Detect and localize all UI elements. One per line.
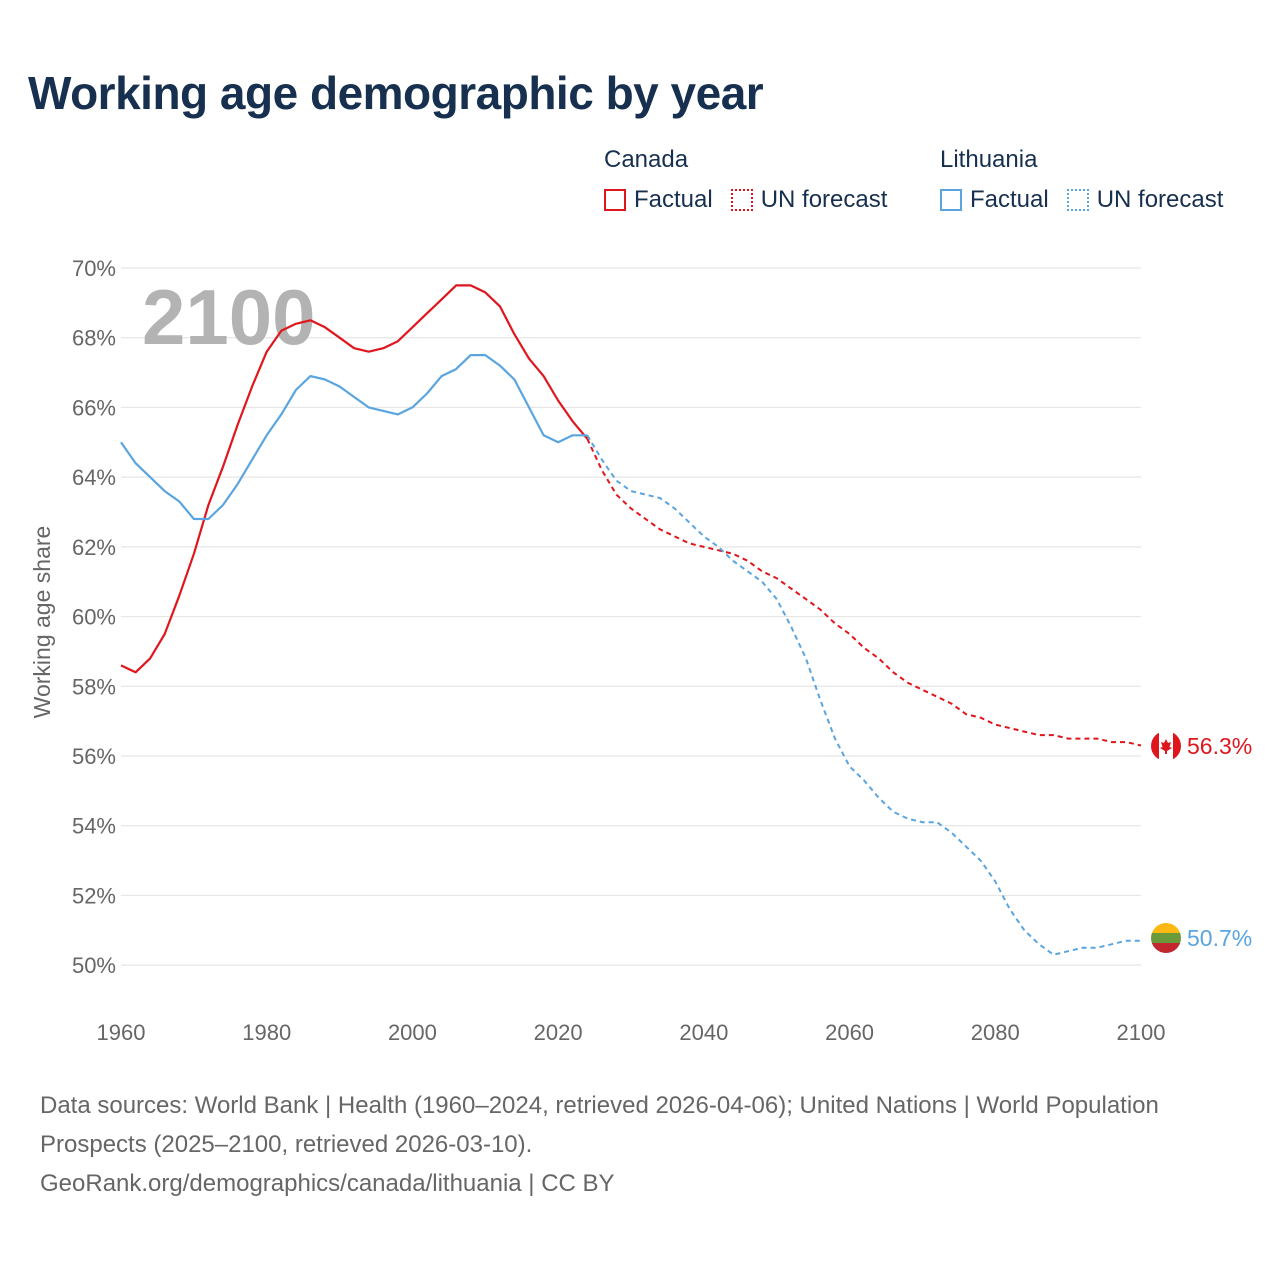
legend-item-canada-factual[interactable]: Factual: [604, 186, 713, 214]
y-tick-label: 62%: [72, 535, 116, 560]
y-tick-label: 66%: [72, 395, 116, 420]
legend-label: Factual: [634, 186, 713, 213]
legend-group-name: Canada: [604, 146, 689, 173]
legend-label: UN forecast: [760, 186, 888, 213]
legend-item-lithuania-factual[interactable]: Factual: [940, 186, 1049, 214]
line-chart: 50% 52% 54% 56% 58% 60% 62% 64% 66% 68% 70% 1960 19…: [29, 256, 1252, 1045]
x-tick-label: 1960: [97, 1020, 146, 1045]
y-tick-label: 50%: [72, 953, 116, 978]
x-tick-label: 2040: [679, 1020, 728, 1045]
chart-title: Working age demographic by year: [28, 67, 764, 119]
series-line-lithuania-forecast[interactable]: [586, 434, 1141, 956]
x-tick-label: 2080: [971, 1020, 1020, 1045]
footer: Data sources: World Bank | Health (1960–…: [40, 1086, 1240, 1203]
y-tick-label: 58%: [72, 674, 116, 699]
legend-label: Factual: [970, 186, 1049, 213]
series-line-canada-forecast[interactable]: [586, 438, 1142, 747]
legend-label: UN forecast: [1096, 186, 1224, 213]
legend-group-lithuania: Lithuania Factual UN forecast: [940, 146, 1223, 214]
year-overlay: 2100: [142, 273, 316, 361]
legend-swatch-solid: [604, 189, 626, 211]
legend-item-lithuania-forecast[interactable]: UN forecast: [1066, 186, 1224, 214]
y-tick-label: 60%: [72, 605, 116, 630]
x-tick-label: 2000: [388, 1020, 437, 1045]
y-tick-label: 56%: [72, 744, 116, 769]
x-tick-label: 2100: [1117, 1020, 1166, 1045]
legend-group-name: Lithuania: [940, 146, 1038, 173]
legend-group-canada: Canada Factual UN forecast: [604, 146, 887, 214]
x-tick-label: 2060: [825, 1020, 874, 1045]
y-tick-label: 68%: [72, 326, 116, 351]
x-tick-label: 1980: [242, 1020, 291, 1045]
legend-swatch-dotted: [730, 189, 753, 211]
y-tick-label: 54%: [72, 814, 116, 839]
data-sources-text: Data sources: World Bank | Health (1960–…: [40, 1092, 1159, 1158]
lithuania-flag-icon: [1151, 923, 1181, 953]
legend-item-canada-forecast[interactable]: UN forecast: [730, 186, 888, 214]
end-label-canada: 56.3%: [1187, 733, 1252, 759]
legend-swatch-solid: [940, 189, 962, 211]
y-tick-label: 64%: [72, 465, 116, 490]
y-tick-label: 70%: [72, 256, 116, 281]
series-line-canada-factual[interactable]: [120, 284, 589, 674]
series-line-lithuania-factual[interactable]: [120, 354, 588, 521]
legend-swatch-dotted: [1066, 189, 1089, 211]
y-tick-label: 52%: [72, 883, 116, 908]
end-label-lithuania: 50.7%: [1187, 925, 1252, 951]
y-axis-title: Working age share: [29, 526, 55, 719]
canada-flag-icon: [1151, 731, 1181, 761]
attribution-link[interactable]: GeoRank.org/demographics/canada/lithuani…: [40, 1170, 615, 1197]
x-tick-label: 2020: [534, 1020, 583, 1045]
